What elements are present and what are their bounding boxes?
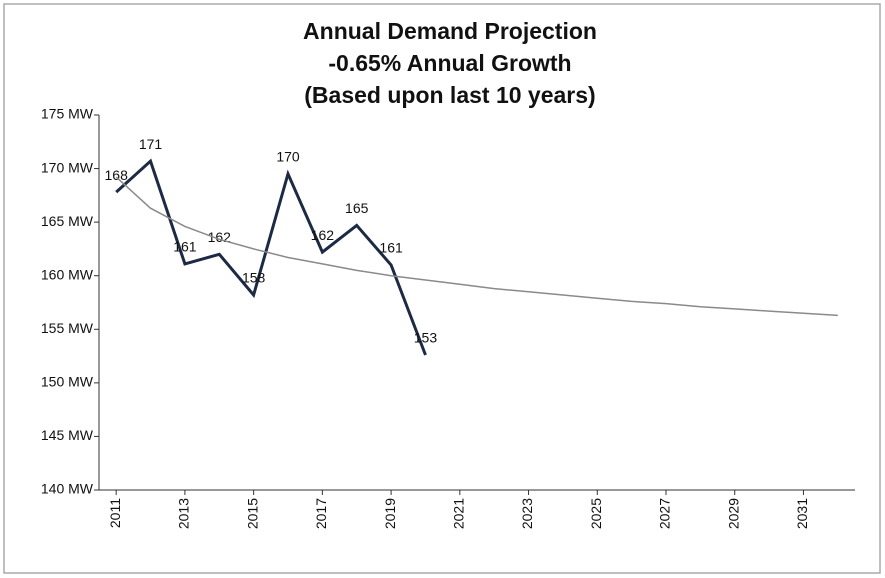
x-tick-label: 2031 (794, 498, 810, 529)
data-label: 158 (242, 270, 266, 286)
y-tick-label: 175 MW (41, 106, 94, 122)
y-tick-label: 140 MW (41, 481, 94, 497)
y-tick-label: 170 MW (41, 159, 94, 175)
y-tick-label: 160 MW (41, 266, 94, 282)
x-tick-label: 2025 (588, 498, 604, 529)
x-tick-label: 2019 (382, 498, 398, 529)
x-tick-label: 2027 (657, 498, 673, 529)
trend-line (115, 176, 838, 317)
chart-title: -0.65% Annual Growth (328, 50, 571, 76)
y-tick-label: 155 MW (41, 320, 94, 336)
chart-title: (Based upon last 10 years) (304, 82, 595, 108)
y-tick-label: 145 MW (41, 427, 94, 443)
data-label: 153 (414, 330, 438, 346)
chart-frame (3, 3, 881, 574)
data-label: 161 (379, 240, 403, 256)
data-label: 162 (311, 227, 335, 243)
x-tick-label: 2021 (451, 498, 467, 529)
x-tick-label: 2023 (519, 498, 535, 529)
x-tick-label: 2013 (176, 498, 192, 529)
data-line (115, 158, 427, 356)
x-tick-label: 2017 (313, 498, 329, 529)
x-tick-label: 2011 (107, 498, 123, 528)
y-tick-label: 150 MW (41, 374, 94, 390)
y-tick-label: 165 MW (41, 213, 94, 229)
data-label: 171 (139, 136, 163, 152)
data-label: 165 (345, 200, 369, 216)
x-tick-label: 2015 (244, 498, 260, 529)
chart-title: Annual Demand Projection (303, 18, 597, 44)
data-label: 168 (105, 167, 129, 183)
x-tick-label: 2029 (725, 498, 741, 529)
data-label: 170 (276, 149, 300, 165)
data-label: 161 (173, 239, 197, 255)
